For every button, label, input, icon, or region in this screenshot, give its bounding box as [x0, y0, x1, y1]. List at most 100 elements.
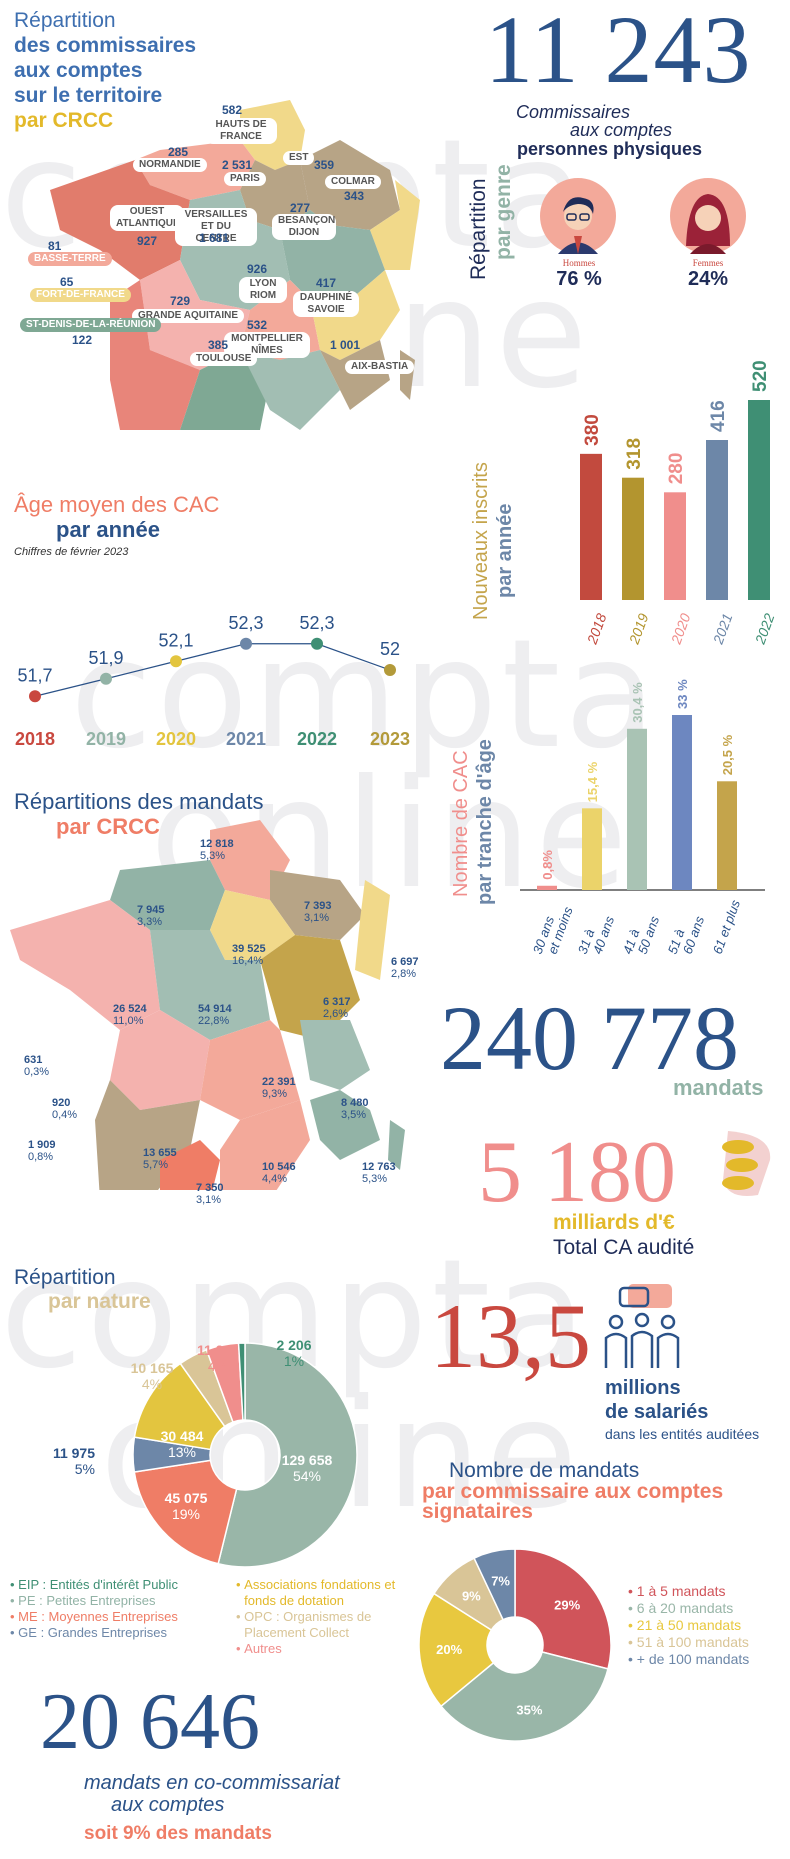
region-montpellier-nimes	[240, 350, 340, 430]
total-cac-label-1: Commissaires	[516, 102, 631, 122]
age-value-label: 52	[380, 639, 400, 659]
signataires-legend-item: • 6 à 20 mandats	[628, 1600, 733, 1616]
cocommissariat-label-2: aux comptes	[111, 1794, 225, 1816]
tranche-title-1: Nombre de CAC	[450, 750, 472, 897]
region-toulouse	[180, 350, 270, 430]
map1-value-ouest-atlantique: 927	[137, 234, 158, 248]
map1-value-dauphine-savoie: 417	[316, 276, 337, 290]
age-year-label: 2023	[370, 729, 410, 749]
mandats-region-5: 6 697 2,8%	[391, 956, 419, 980]
signataires-legend-item: • 21 à 50 mandats	[628, 1617, 741, 1633]
nature-pct-label: 19%	[172, 1506, 200, 1522]
age-value-label: 52,3	[299, 613, 334, 633]
mandats-region-6-pct: 11,0%	[113, 1015, 144, 1027]
map1-value-aix-bastia: 1 001	[330, 338, 361, 352]
mandats-region-11-value: 1 909	[28, 1139, 56, 1151]
header-title: Répartition des commissaires aux comptes…	[14, 8, 196, 133]
age-title-1: Âge moyen des CAC	[14, 492, 220, 517]
mandats-region-7: 54 914 22,8%	[198, 1003, 232, 1027]
inscrits-bar-chart: 380 2018 318 2019 280 2020 416 2021 520 2022	[580, 360, 778, 647]
mandats-region-3-value: 7 393	[304, 900, 332, 912]
mandats-region-9-pct: 0,3%	[24, 1066, 50, 1078]
mandats-map-title-2: par CRCC	[56, 814, 160, 839]
map1-value-st-denis: 122	[72, 333, 93, 347]
map1-value-normandie: 285	[168, 145, 189, 159]
tranche-bar	[537, 885, 557, 890]
mandats-region-9-value: 631	[24, 1054, 43, 1066]
mandats-region-12: 22 391 9,3%	[262, 1076, 296, 1100]
map1-label-grande-aquitaine: GRANDE AQUITAINE	[132, 309, 244, 323]
legend-autres-text: Autres	[244, 1641, 282, 1656]
tranche-bar	[672, 715, 692, 890]
inscrits-bar-2021	[706, 440, 728, 600]
legend-me-text: ME : Moyennes Entreprises	[18, 1609, 178, 1624]
region-colmar	[370, 180, 420, 270]
age-title-2: par année	[56, 517, 160, 542]
genre-title-2: par genre	[492, 164, 515, 260]
nature-value-label: 129 658	[282, 1452, 333, 1468]
map1-label-paris: PARIS	[224, 172, 266, 186]
inscrits-value-label: 318	[624, 438, 645, 470]
age-point	[311, 637, 323, 650]
legend-associations: • Associations fondations et fonds de do…	[236, 1577, 406, 1609]
legend-associations-text: Associations fondations et fonds de dota…	[244, 1577, 396, 1608]
inscrits-bar-2019	[622, 477, 644, 600]
nature-title-1: Répartition	[14, 1266, 116, 1289]
mandats-region-8-pct: 2,6%	[323, 1008, 349, 1020]
header-line5: par CRCC	[14, 109, 114, 132]
mandats-region-13-value: 8 480	[341, 1097, 369, 1109]
salaries-label-2: de salariés	[605, 1401, 709, 1423]
map1-label-fort-de-france: FORT-DE-FRANCE	[30, 288, 131, 302]
employees-icon	[604, 1284, 680, 1368]
map1-label-versailles-centre: VERSAILLES ET DU CENTRE	[175, 208, 257, 246]
signataires-pie-chart: 29% • 1 à 5 mandats 35% • 6 à 20 mandats 20%…	[418, 1548, 749, 1742]
signataires-slice	[439, 1651, 609, 1742]
map1-value-fort-de-france: 65	[60, 275, 74, 289]
inscrits-bar-2018	[580, 453, 602, 600]
mandats-region-14: 13 655 5,7%	[143, 1147, 177, 1171]
total-cac-label-3: personnes physiques	[517, 139, 703, 159]
mandats-region-16: 12 763 5,3%	[362, 1161, 396, 1185]
map1-label-besancon-dijon: BESANÇON DIJON	[272, 214, 336, 240]
salaries-label-3: dans les entités auditées	[605, 1426, 760, 1442]
inscrits-title-1: Nouveaux inscrits	[470, 462, 492, 620]
age-point	[240, 637, 252, 650]
nature-slice	[217, 1342, 358, 1568]
total-mandats-label: mandats	[673, 1075, 764, 1100]
age-note: Chiffres de février 2023	[14, 546, 129, 558]
mandats-region-5-value: 6 697	[391, 956, 419, 968]
signataires-legend-item: • + de 100 mandats	[628, 1651, 749, 1667]
legend-eip: • EIP : Entités d'intérêt Public	[10, 1577, 178, 1592]
age-point	[100, 672, 112, 685]
legend-me: • ME : Moyennes Entreprises	[10, 1609, 178, 1624]
region-aix-bastia	[320, 340, 390, 410]
map-mandats-regions	[10, 820, 405, 1190]
age-value-label: 51,9	[88, 648, 123, 668]
mandats-region-2-pct: 3,3%	[137, 916, 163, 928]
tranche-bar	[627, 728, 647, 890]
total-cac-value: 11 243	[485, 0, 752, 103]
signataires-slice	[418, 1592, 495, 1708]
signataires-pct-label: 35%	[516, 1702, 542, 1717]
nature-value-label: 11 215	[197, 1342, 239, 1358]
map1-value-est: 359	[314, 158, 335, 172]
nature-pct-label: 5%	[75, 1461, 95, 1477]
age-line-chart: 51,7 2018 51,9 2019 52,1 2020 52,3 2021 52,3 2022…	[15, 613, 410, 749]
mandats-region-4: 39 525 16,4%	[232, 943, 266, 967]
mandats-region-10-pct: 0,4%	[52, 1109, 78, 1121]
mandats-region-7-pct: 22,8%	[198, 1015, 230, 1027]
inscrits-value-label: 380	[582, 414, 603, 446]
signataires-legend-item: • 51 à 100 mandats	[628, 1634, 749, 1650]
nature-legend-left: • EIP : Entités d'intérêt Public • PE : …	[10, 1577, 178, 1641]
map1-value-grande-aquitaine: 729	[170, 294, 191, 308]
header-line2: des commissaires	[14, 34, 197, 57]
map1-label-normandie: NORMANDIE	[133, 158, 207, 172]
mandats-region-10-value: 920	[52, 1097, 71, 1109]
hommes-label: Hommes	[562, 258, 596, 268]
nature-value-label: 45 075	[165, 1490, 208, 1506]
signataires-title-2: par commissaire aux comptes	[422, 1480, 724, 1503]
map1-label-aix-bastia: AIX-BASTIA	[345, 360, 415, 374]
ca-audite-label-2: Total CA audité	[553, 1236, 695, 1259]
femmes-label: Femmes	[692, 258, 724, 268]
tranche-value-label: 33 %	[675, 679, 690, 709]
